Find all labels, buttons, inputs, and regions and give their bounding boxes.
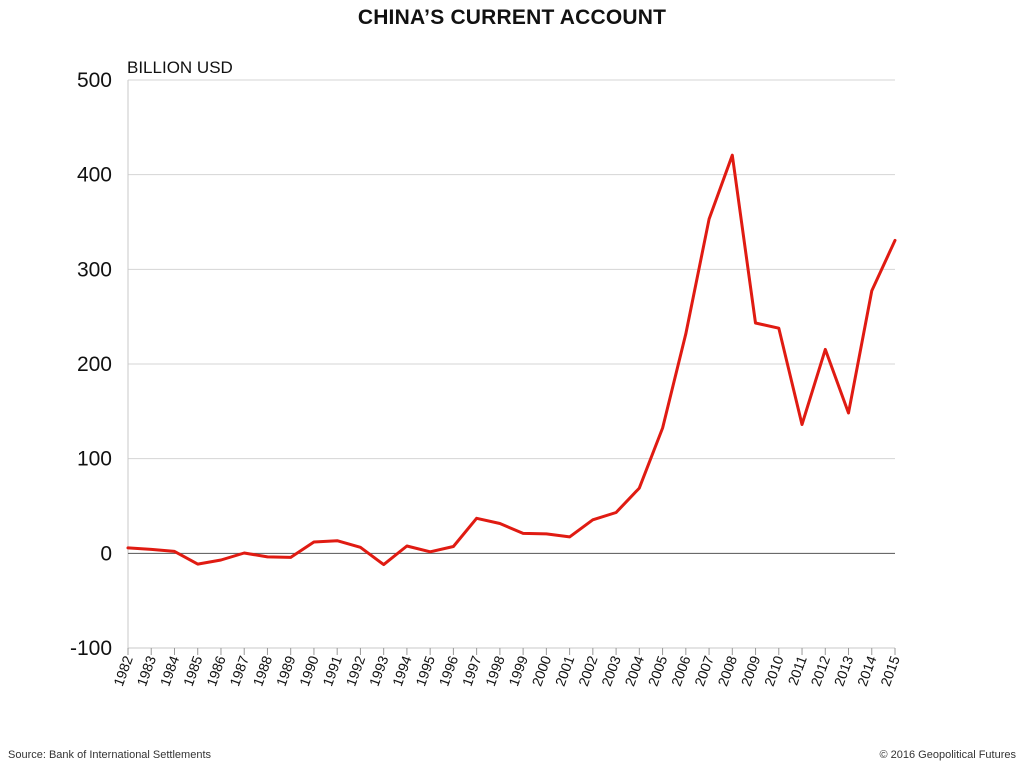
x-tick-label: 2002: [575, 653, 601, 688]
x-tick-label: 1982: [110, 653, 136, 688]
x-tick-label: 1983: [133, 653, 159, 688]
x-tick-label: 1989: [273, 653, 299, 688]
x-tick-label: 1992: [343, 653, 369, 688]
x-tick-label: 1987: [226, 653, 252, 688]
x-tick-label: 2000: [528, 653, 554, 688]
y-tick-label: 200: [77, 353, 112, 376]
copyright-note: © 2016 Geopolitical Futures: [879, 749, 1016, 761]
x-tick-label: 1990: [296, 653, 322, 688]
y-axis-label: BILLION USD: [127, 58, 233, 77]
x-tick-label: 2013: [831, 653, 857, 688]
x-tick-label: 1985: [180, 653, 206, 688]
x-tick-label: 2010: [761, 653, 787, 688]
x-tick-label: 1991: [319, 653, 345, 688]
x-tick-label: 1984: [157, 653, 183, 688]
y-tick-label: 300: [77, 258, 112, 281]
y-tick-label: 100: [77, 448, 112, 471]
x-tick-label: 2011: [785, 653, 810, 687]
chart-title: CHINA’S CURRENT ACCOUNT: [357, 6, 667, 29]
gridlines: [128, 79, 895, 649]
x-tick-label: 2003: [598, 653, 624, 688]
y-tick-label: -100: [70, 637, 112, 660]
x-tick-label: 1996: [436, 653, 462, 688]
x-tick-label: 2001: [552, 653, 578, 688]
x-tick-label: 2004: [621, 653, 647, 688]
x-tick-label: 2009: [738, 653, 764, 688]
x-tick-label: 1998: [482, 653, 508, 688]
x-tick-labels: 1982198319841985198619871988198919901991…: [110, 653, 903, 688]
x-tick-label: 1988: [250, 653, 276, 688]
x-tick-label: 1999: [505, 653, 531, 688]
y-tick-label: 0: [100, 542, 112, 565]
y-tick-label: 500: [77, 69, 112, 92]
x-tick-label: 2005: [645, 653, 671, 688]
y-tick-labels: -100 0 100 200 300 400 500: [70, 69, 112, 660]
series-line-0: [126, 153, 897, 567]
x-tick-label: 1994: [389, 653, 415, 688]
x-tick-label: 2015: [877, 653, 903, 688]
x-tick-label: 2012: [807, 653, 833, 688]
y-tick-label: 400: [77, 164, 112, 187]
x-tick-label: 2008: [714, 653, 740, 688]
series-layer: [126, 153, 897, 567]
x-tick-label: 2007: [691, 653, 717, 688]
x-tick-label: 2006: [668, 653, 694, 688]
x-tick-label: 1986: [203, 653, 229, 688]
x-tick-label: 1997: [459, 653, 485, 688]
x-tick-label: 2014: [854, 653, 880, 688]
x-tick-label: 1995: [412, 653, 438, 688]
source-note: Source: Bank of International Settlement…: [8, 749, 212, 761]
axes: [127, 80, 896, 655]
x-tick-label: 1993: [366, 653, 392, 688]
